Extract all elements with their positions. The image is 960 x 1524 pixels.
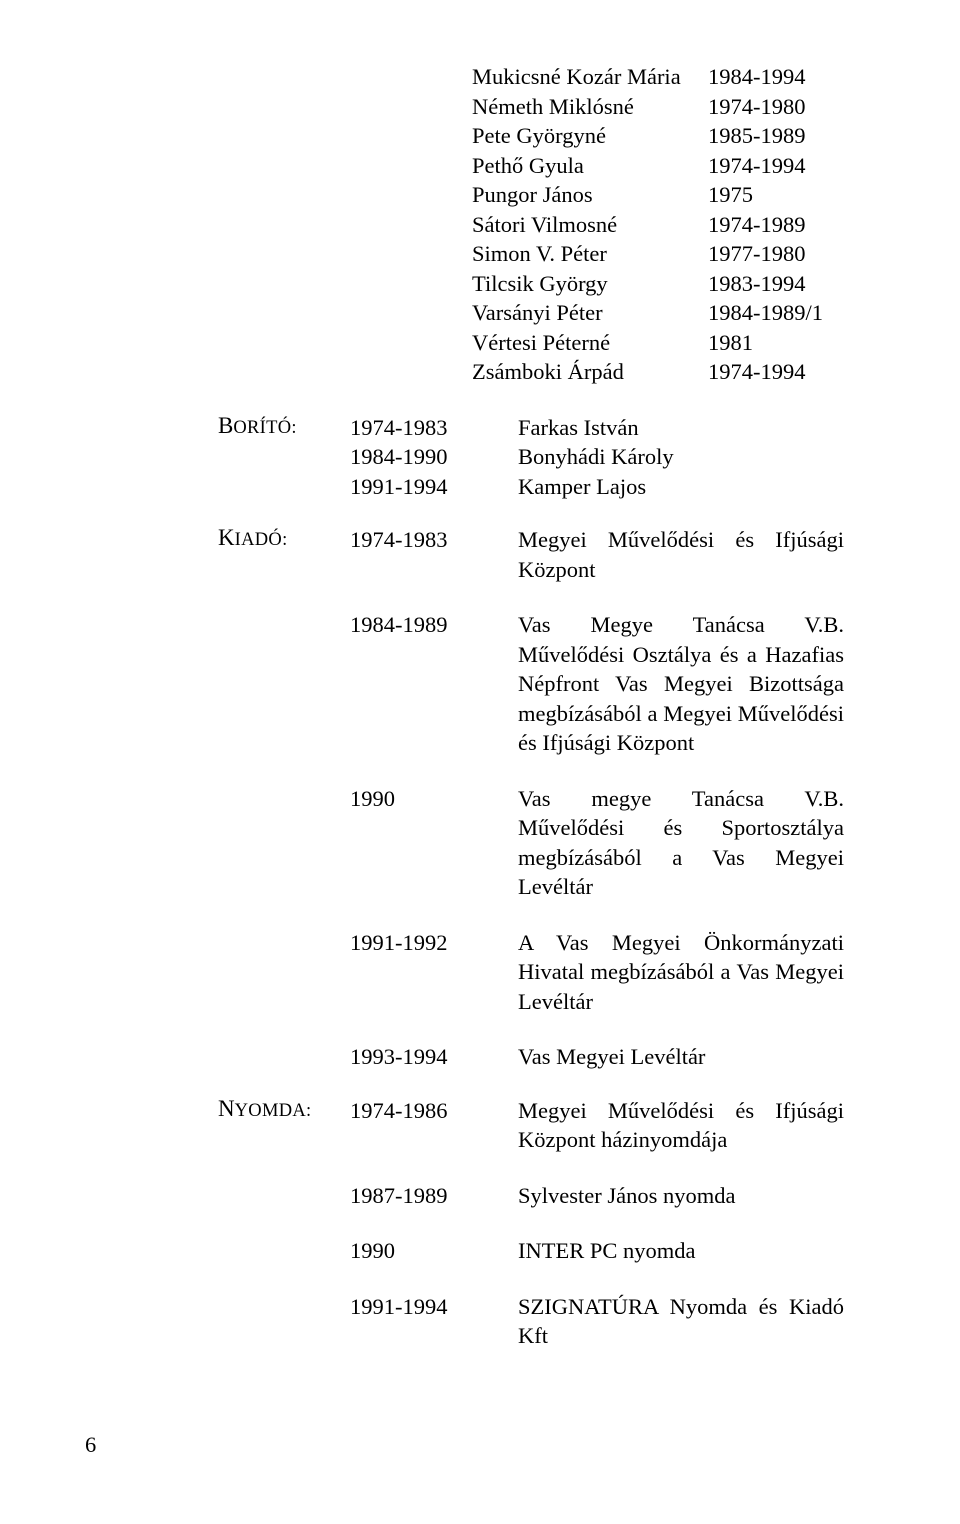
entry-desc: INTER PC nyomda (518, 1236, 844, 1266)
person-name: Németh Miklósné (472, 92, 708, 122)
person-name: Pungor János (472, 180, 708, 210)
table-row: Zsámboki Árpád1974-1994 (472, 357, 844, 387)
entry-period: 1984-1989 (350, 610, 518, 758)
entry-period: 1984-1990 (350, 442, 518, 472)
section-label: Kiadó: (218, 525, 350, 1072)
person-name: Zsámboki Árpád (472, 357, 708, 387)
person-years: 1974-1989 (708, 210, 844, 240)
indent-spacer (218, 62, 472, 387)
entry-period: 1991-1994 (350, 1292, 518, 1351)
table-row: Sátori Vilmosné1974-1989 (472, 210, 844, 240)
table-row: 1993-1994 Vas Megyei Levéltár (350, 1042, 844, 1072)
entry-period: 1987-1989 (350, 1181, 518, 1211)
entry-desc: Vas Megyei Levéltár (518, 1042, 844, 1072)
table-row: 1991-1994 Kamper Lajos (350, 472, 844, 502)
entry-period: 1990 (350, 1236, 518, 1266)
table-row: Mukicsné Kozár Mária1984-1994 (472, 62, 844, 92)
section-label: Nyomda: (218, 1096, 350, 1351)
table-row: Pete Györgyné1985-1989 (472, 121, 844, 151)
entry-desc: Sylvester János nyomda (518, 1181, 844, 1211)
person-name: Mukicsné Kozár Mária (472, 62, 708, 92)
person-years: 1974-1980 (708, 92, 844, 122)
section-body: 1974-1983 Farkas István 1984-1990 Bonyhá… (350, 413, 844, 502)
page-number: 6 (85, 1432, 96, 1458)
table-row: 1991-1994 SZIGNATÚRA Nyomda és Kiadó Kft (350, 1292, 844, 1351)
section-borito: Borító: 1974-1983 Farkas István 1984-199… (218, 413, 844, 502)
person-name: Pete Györgyné (472, 121, 708, 151)
entry-desc: Megyei Művelődési és Ifjúsági Központ há… (518, 1096, 844, 1155)
entry-desc: Farkas István (518, 413, 844, 443)
section-body: 1974-1986 Megyei Művelődési és Ifjúsági … (350, 1096, 844, 1351)
table-row: 1984-1990 Bonyhádi Károly (350, 442, 844, 472)
person-name: Sátori Vilmosné (472, 210, 708, 240)
person-years: 1974-1994 (708, 357, 844, 387)
table-row: 1991-1992 A Vas Megyei Önkormányzati Hiv… (350, 928, 844, 1017)
name-year-table: Mukicsné Kozár Mária1984-1994 Németh Mik… (218, 62, 844, 387)
entry-period: 1974-1983 (350, 413, 518, 443)
section-kiado: Kiadó: 1974-1983 Megyei Művelődési és If… (218, 525, 844, 1072)
table-row: Pethő Gyula1974-1994 (472, 151, 844, 181)
table-row: 1974-1983 Farkas István (350, 413, 844, 443)
table-row: Vértesi Péterné1981 (472, 328, 844, 358)
person-years: 1984-1994 (708, 62, 844, 92)
person-years: 1974-1994 (708, 151, 844, 181)
person-years: 1975 (708, 180, 844, 210)
person-name: Varsányi Péter (472, 298, 708, 328)
entry-desc: A Vas Megyei Önkormányzati Hivatal megbí… (518, 928, 844, 1017)
person-name: Tilcsik György (472, 269, 708, 299)
person-name: Vértesi Péterné (472, 328, 708, 358)
entry-period: 1993-1994 (350, 1042, 518, 1072)
entry-period: 1990 (350, 784, 518, 902)
section-label: Borító: (218, 413, 350, 502)
page: Mukicsné Kozár Mária1984-1994 Németh Mik… (0, 0, 960, 1524)
table-row: 1990 INTER PC nyomda (350, 1236, 844, 1266)
entry-period: 1991-1992 (350, 928, 518, 1017)
entry-desc: Vas Megye Tanácsa V.B. Művelődési Osztál… (518, 610, 844, 758)
table-row: Simon V. Péter1977-1980 (472, 239, 844, 269)
entry-period: 1974-1986 (350, 1096, 518, 1155)
table-row: Varsányi Péter1984-1989/1 (472, 298, 844, 328)
person-years: 1984-1989/1 (708, 298, 844, 328)
name-year-rows: Mukicsné Kozár Mária1984-1994 Németh Mik… (472, 62, 844, 387)
table-row: Tilcsik György1983-1994 (472, 269, 844, 299)
entry-desc: SZIGNATÚRA Nyomda és Kiadó Kft (518, 1292, 844, 1351)
section-nyomda: Nyomda: 1974-1986 Megyei Művelődési és I… (218, 1096, 844, 1351)
entry-desc: Kamper Lajos (518, 472, 844, 502)
table-row: Németh Miklósné1974-1980 (472, 92, 844, 122)
person-years: 1977-1980 (708, 239, 844, 269)
entry-desc: Vas megye Tanácsa V.B. Művelődési és Spo… (518, 784, 844, 902)
person-years: 1981 (708, 328, 844, 358)
table-row: 1974-1986 Megyei Művelődési és Ifjúsági … (350, 1096, 844, 1155)
entry-desc: Bonyhádi Károly (518, 442, 844, 472)
person-years: 1983-1994 (708, 269, 844, 299)
person-name: Pethő Gyula (472, 151, 708, 181)
entry-desc: Megyei Művelődési és Ifjúsági Központ (518, 525, 844, 584)
entry-period: 1991-1994 (350, 472, 518, 502)
entry-period: 1974-1983 (350, 525, 518, 584)
table-row: 1974-1983 Megyei Művelődési és Ifjúsági … (350, 525, 844, 584)
table-row: 1984-1989 Vas Megye Tanácsa V.B. Művelőd… (350, 610, 844, 758)
section-body: 1974-1983 Megyei Művelődési és Ifjúsági … (350, 525, 844, 1072)
table-row: 1990 Vas megye Tanácsa V.B. Művelődési é… (350, 784, 844, 902)
person-name: Simon V. Péter (472, 239, 708, 269)
table-row: 1987-1989 Sylvester János nyomda (350, 1181, 844, 1211)
table-row: Pungor János1975 (472, 180, 844, 210)
person-years: 1985-1989 (708, 121, 844, 151)
